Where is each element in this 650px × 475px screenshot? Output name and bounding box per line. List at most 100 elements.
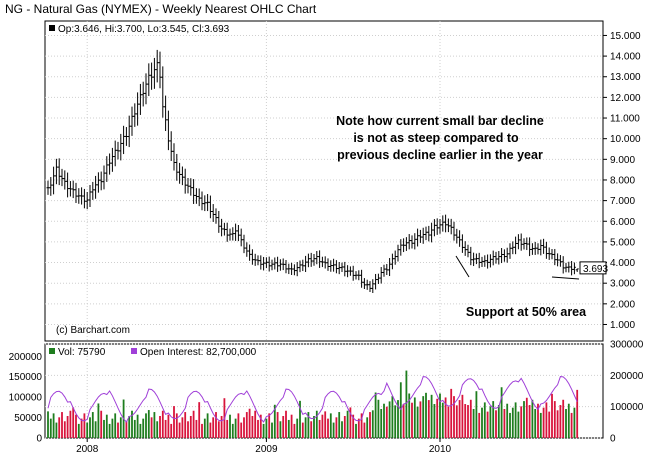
volume-bar bbox=[332, 422, 335, 438]
volume-bar bbox=[405, 370, 408, 438]
volume-left-tick-label: 50000 bbox=[14, 413, 42, 424]
volume-bar bbox=[313, 416, 315, 438]
ohlc-bar bbox=[113, 140, 117, 167]
ohlc-bar bbox=[376, 273, 380, 284]
volume-bar bbox=[506, 403, 509, 438]
ohlc-bar bbox=[320, 256, 324, 268]
volume-bar bbox=[366, 417, 369, 438]
volume-bar bbox=[198, 402, 201, 438]
x-tick-label: 2008 bbox=[76, 444, 99, 455]
volume-bar bbox=[61, 412, 63, 438]
volume-bar bbox=[72, 407, 75, 438]
ohlc-bar bbox=[530, 243, 534, 255]
ohlc-bar bbox=[248, 244, 252, 261]
volume-bar bbox=[321, 414, 324, 438]
ohlc-bar bbox=[276, 256, 280, 272]
volume-y-axis: 0 50000 100000 150000 200000 0 100000 200000 300… bbox=[9, 340, 644, 445]
ohlc-bar bbox=[225, 222, 229, 242]
ohlc-bar bbox=[231, 227, 235, 241]
ohlc-bar bbox=[430, 222, 434, 243]
price-panel-frame bbox=[44, 20, 604, 342]
vol-legend-marker bbox=[49, 348, 55, 354]
ohlc-bar bbox=[306, 253, 310, 268]
ohlc-bar bbox=[217, 210, 221, 233]
annotation-support: Support at 50% area bbox=[466, 305, 587, 319]
trendline-current-decline bbox=[551, 276, 580, 280]
ohlc-bar bbox=[323, 256, 327, 269]
ohlc-bar bbox=[553, 248, 557, 266]
volume-bar bbox=[514, 402, 517, 438]
x-tick-label: 2010 bbox=[429, 444, 452, 455]
volume-bar bbox=[511, 407, 514, 438]
ohlc-bar bbox=[222, 222, 226, 236]
copyright-label: (c) Barchart.com bbox=[56, 325, 130, 336]
ohlc-bar bbox=[351, 265, 355, 281]
ohlc-bar bbox=[466, 244, 470, 258]
ohlc-bar bbox=[133, 103, 137, 127]
ohlc-bar bbox=[519, 233, 523, 251]
volume-bar bbox=[380, 408, 383, 438]
annotation-note-line1: Note how current small bar decline bbox=[336, 114, 544, 128]
ohlc-bar bbox=[172, 143, 176, 171]
ohlc-bar bbox=[556, 253, 560, 267]
ohlc-bar bbox=[60, 168, 64, 187]
volume-bar bbox=[276, 412, 279, 438]
volume-bar bbox=[453, 396, 455, 438]
price-tick-label: 13.000 bbox=[610, 72, 641, 83]
ohlc-bar bbox=[365, 279, 369, 290]
ohlc-bar bbox=[312, 253, 316, 266]
ohlc-bar bbox=[85, 192, 89, 210]
ohlc-bar bbox=[424, 226, 428, 241]
volume-bar bbox=[164, 419, 167, 438]
volume-bar bbox=[413, 397, 416, 438]
volume-bar bbox=[377, 399, 380, 438]
volume-bar bbox=[329, 413, 332, 438]
volume-bar bbox=[517, 411, 520, 438]
ohlc-bar bbox=[147, 63, 151, 97]
volume-bar bbox=[455, 405, 458, 438]
price-y-axis: 1.000 2.000 3.000 4.000 5.000 6.000 7.000 8.000… bbox=[603, 31, 641, 331]
volume-bar bbox=[388, 401, 391, 438]
volume-bar bbox=[251, 416, 254, 438]
volume-bar bbox=[187, 421, 189, 438]
volume-bar bbox=[553, 401, 556, 438]
volume-bar bbox=[461, 394, 464, 438]
ohlc-bar bbox=[66, 172, 70, 198]
ohlc-bar bbox=[472, 252, 476, 267]
volume-bar bbox=[467, 405, 469, 438]
ohlc-bar bbox=[379, 267, 383, 284]
volume-bar bbox=[212, 417, 215, 438]
ohlc-bar bbox=[77, 188, 81, 204]
volume-bar bbox=[556, 410, 559, 438]
ohlc-bar bbox=[298, 260, 302, 273]
volume-right-tick-label: 100000 bbox=[610, 402, 644, 413]
ohlc-bar bbox=[250, 249, 254, 265]
volume-bar bbox=[153, 412, 156, 438]
volume-bar bbox=[229, 414, 231, 438]
volume-bar bbox=[77, 423, 80, 438]
price-tick-label: 9.000 bbox=[610, 155, 635, 166]
volume-bar bbox=[215, 412, 217, 438]
volume-bar bbox=[447, 406, 450, 438]
volume-bar bbox=[189, 416, 192, 438]
volume-bar bbox=[290, 414, 293, 438]
price-bars bbox=[46, 49, 579, 294]
volume-bar bbox=[279, 421, 282, 438]
ohlc-bar bbox=[494, 251, 498, 264]
ohlc-bar bbox=[393, 250, 397, 265]
ohlc-bar bbox=[256, 255, 260, 266]
volume-bar bbox=[383, 403, 385, 438]
volume-bar bbox=[509, 412, 511, 438]
ohlc-bar bbox=[259, 255, 263, 270]
ohlc-bar bbox=[410, 235, 414, 249]
ohlc-bar bbox=[82, 188, 86, 209]
ohlc-bar bbox=[253, 253, 257, 266]
volume-left-tick-label: 100000 bbox=[9, 393, 43, 404]
volume-bar bbox=[357, 418, 360, 438]
ohlc-bar bbox=[130, 106, 134, 136]
ohlc-bar bbox=[334, 260, 338, 274]
price-legend-marker bbox=[49, 25, 55, 31]
ohlc-bar bbox=[575, 268, 579, 272]
ohlc-bar bbox=[270, 259, 274, 271]
volume-bar bbox=[385, 406, 388, 438]
